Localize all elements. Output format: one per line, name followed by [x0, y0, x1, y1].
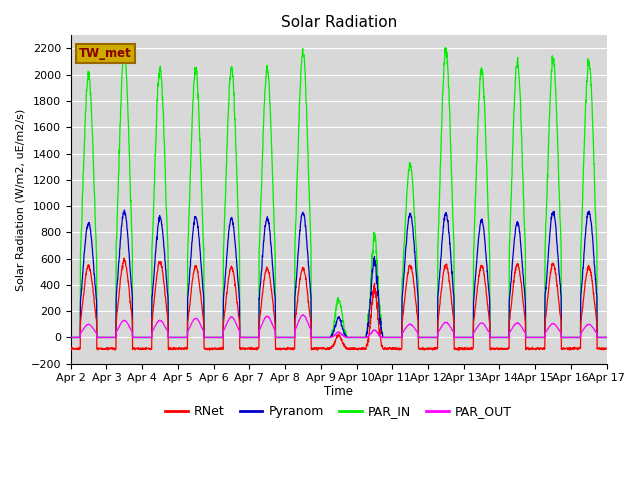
Title: Solar Radiation: Solar Radiation — [280, 15, 397, 30]
Text: TW_met: TW_met — [79, 47, 132, 60]
Y-axis label: Solar Radiation (W/m2, uE/m2/s): Solar Radiation (W/m2, uE/m2/s) — [15, 108, 25, 291]
Legend: RNet, Pyranom, PAR_IN, PAR_OUT: RNet, Pyranom, PAR_IN, PAR_OUT — [161, 400, 517, 423]
X-axis label: Time: Time — [324, 385, 353, 398]
